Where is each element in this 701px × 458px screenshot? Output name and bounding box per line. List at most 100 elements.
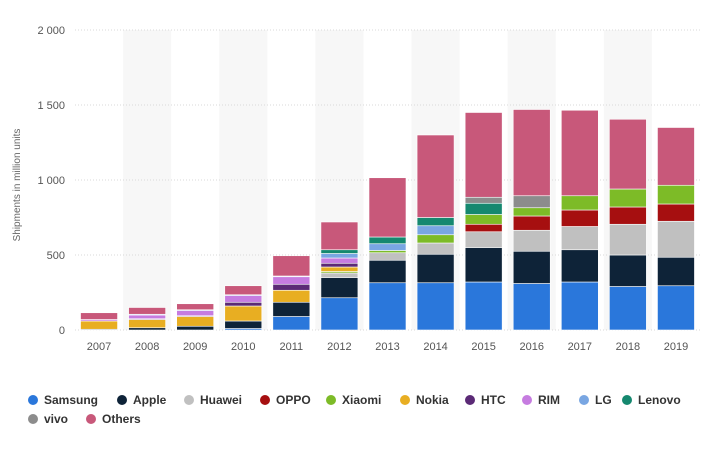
bar-segment-others-2009[interactable]: [176, 303, 214, 311]
bar-segment-huawei-2018[interactable]: [609, 223, 647, 256]
bar-segment-huawei-2013[interactable]: [368, 252, 407, 261]
bar-segment-others-2012[interactable]: [320, 221, 359, 251]
bar-segment-xiaomi-2016[interactable]: [512, 207, 551, 217]
bar-segment-lg-2014[interactable]: [416, 225, 455, 236]
bar-segment-apple-2017[interactable]: [561, 249, 599, 283]
bar-segment-nokia-2012[interactable]: [320, 266, 359, 272]
bar-segment-apple-2015[interactable]: [464, 247, 503, 283]
bar-segment-apple-2012[interactable]: [320, 277, 359, 299]
legend-marker-oppo[interactable]: [260, 395, 270, 405]
bar-segment-lg-2012[interactable]: [320, 253, 359, 259]
legend-label-huawei[interactable]: Huawei: [200, 393, 242, 407]
legend-marker-others[interactable]: [86, 414, 96, 424]
legend-label-xiaomi[interactable]: Xiaomi: [342, 393, 381, 407]
bar-segment-xiaomi-2018[interactable]: [609, 188, 647, 208]
bar-segment-others-2008[interactable]: [128, 307, 166, 315]
legend-label-lenovo[interactable]: Lenovo: [638, 393, 681, 407]
bar-segment-huawei-2017[interactable]: [561, 226, 599, 251]
bar-segment-others-2016[interactable]: [512, 109, 551, 197]
bar-segment-lenovo-2013[interactable]: [368, 236, 407, 245]
bar-segment-oppo-2018[interactable]: [609, 206, 647, 225]
legend-label-oppo[interactable]: OPPO: [276, 393, 311, 407]
legend-marker-rim[interactable]: [522, 395, 532, 405]
bar-segment-apple-2008[interactable]: [128, 327, 166, 331]
bar-segment-rim-2008[interactable]: [128, 314, 166, 320]
bar-segment-samsung-2016[interactable]: [512, 283, 551, 331]
bar-segment-xiaomi-2015[interactable]: [464, 214, 503, 225]
bar-segment-nokia-2011[interactable]: [272, 289, 311, 303]
bar-segment-vivo-2016[interactable]: [512, 195, 551, 209]
bar-segment-samsung-2017[interactable]: [561, 281, 599, 331]
legend-marker-lenovo[interactable]: [622, 395, 632, 405]
bar-segment-oppo-2019[interactable]: [657, 203, 695, 222]
bar-segment-nokia-2009[interactable]: [176, 316, 214, 327]
legend-marker-vivo[interactable]: [28, 414, 38, 424]
bar-segment-rim-2009[interactable]: [176, 310, 214, 317]
bar-segment-samsung-2019[interactable]: [657, 285, 695, 331]
bar-segment-htc-2010[interactable]: [224, 301, 263, 307]
bar-segment-nokia-2010[interactable]: [224, 305, 263, 322]
legend-label-rim[interactable]: RIM: [538, 393, 560, 407]
bar-segment-htc-2012[interactable]: [320, 262, 359, 268]
bar-segment-vivo-2015[interactable]: [464, 196, 503, 204]
bar-segment-lg-2013[interactable]: [368, 243, 407, 251]
bar-segment-apple-2016[interactable]: [512, 250, 551, 284]
bar-segment-samsung-2013[interactable]: [368, 282, 407, 331]
bar-segment-others-2011[interactable]: [272, 255, 311, 277]
bar-segment-samsung-2014[interactable]: [416, 282, 455, 331]
bar-segment-others-2007[interactable]: [80, 312, 118, 320]
legend-label-lg[interactable]: LG: [595, 393, 612, 407]
bar-segment-samsung-2011[interactable]: [272, 316, 311, 331]
bar-segment-others-2014[interactable]: [416, 134, 455, 218]
bar-segment-xiaomi-2017[interactable]: [561, 195, 599, 211]
bar-segment-lenovo-2012[interactable]: [320, 249, 359, 254]
bar-segment-apple-2018[interactable]: [609, 254, 647, 287]
bar-segment-lenovo-2015[interactable]: [464, 202, 503, 215]
bar-segment-htc-2011[interactable]: [272, 283, 311, 291]
legend-marker-apple[interactable]: [117, 395, 127, 405]
legend-marker-nokia[interactable]: [400, 395, 410, 405]
bar-segment-samsung-2015[interactable]: [464, 281, 503, 331]
legend-label-vivo[interactable]: vivo: [44, 412, 68, 426]
legend-label-apple[interactable]: Apple: [133, 393, 167, 407]
bar-segment-others-2019[interactable]: [657, 127, 695, 186]
bar-segment-apple-2019[interactable]: [657, 256, 695, 287]
bar-segment-samsung-2018[interactable]: [609, 286, 647, 331]
legend-label-htc[interactable]: HTC: [481, 393, 506, 407]
bar-segment-huawei-2015[interactable]: [464, 231, 503, 248]
bar-segment-huawei-2016[interactable]: [512, 229, 551, 252]
bar-segment-others-2018[interactable]: [609, 118, 647, 190]
bar-segment-huawei-2019[interactable]: [657, 220, 695, 258]
legend-marker-xiaomi[interactable]: [326, 395, 336, 405]
bar-segment-samsung-2012[interactable]: [320, 297, 359, 331]
legend-marker-htc[interactable]: [465, 395, 475, 405]
bar-segment-apple-2009[interactable]: [176, 325, 214, 331]
legend-label-samsung[interactable]: Samsung: [44, 393, 98, 407]
bar-segment-rim-2011[interactable]: [272, 276, 311, 285]
bar-segment-rim-2012[interactable]: [320, 257, 359, 264]
bar-segment-oppo-2017[interactable]: [561, 209, 599, 227]
bar-segment-others-2015[interactable]: [464, 112, 503, 198]
legend-label-others[interactable]: Others: [102, 412, 141, 426]
legend-marker-lg[interactable]: [579, 395, 589, 405]
bar-segment-apple-2010[interactable]: [224, 320, 263, 329]
bar-segment-lenovo-2014[interactable]: [416, 217, 455, 227]
bar-segment-oppo-2016[interactable]: [512, 215, 551, 231]
bar-segment-rim-2010[interactable]: [224, 295, 263, 303]
bar-segment-nokia-2007[interactable]: [80, 320, 118, 330]
legend-marker-samsung[interactable]: [28, 395, 38, 405]
bar-segment-apple-2014[interactable]: [416, 253, 455, 284]
bar-segment-oppo-2015[interactable]: [464, 223, 503, 233]
bar-segment-others-2013[interactable]: [368, 177, 407, 238]
bar-segment-nokia-2008[interactable]: [128, 319, 166, 329]
bar-segment-huawei-2012[interactable]: [320, 272, 359, 278]
bar-segment-others-2010[interactable]: [224, 285, 263, 296]
bar-segment-huawei-2014[interactable]: [416, 242, 455, 255]
legend-marker-huawei[interactable]: [184, 395, 194, 405]
legend-label-nokia[interactable]: Nokia: [416, 393, 449, 407]
bar-segment-apple-2013[interactable]: [368, 259, 407, 284]
bar-segment-apple-2011[interactable]: [272, 301, 311, 317]
bar-segment-xiaomi-2014[interactable]: [416, 234, 455, 244]
bar-segment-xiaomi-2013[interactable]: [368, 250, 407, 254]
bar-segment-others-2017[interactable]: [561, 109, 599, 197]
